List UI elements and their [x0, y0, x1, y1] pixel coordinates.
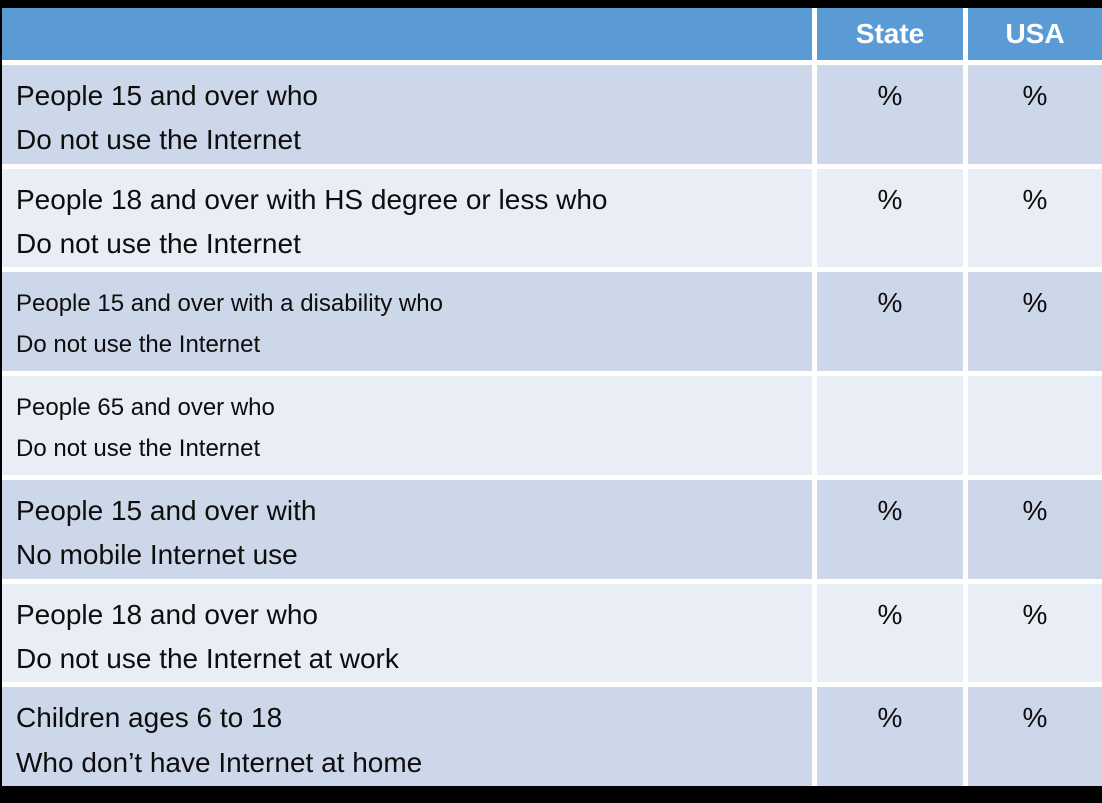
row-label-line1: People 18 and over with HS degree or les…: [16, 183, 608, 215]
state-value-cell: %: [817, 65, 963, 164]
state-value-cell: %: [817, 583, 963, 683]
row-label-line1: People 15 and over who: [16, 80, 318, 111]
header-corner-cell: [2, 8, 812, 60]
state-value-cell: [817, 376, 963, 475]
row-label-line1: Children ages 6 to 18: [16, 702, 283, 734]
row-label-line2: Do not use the Internet: [16, 434, 261, 462]
usa-value-cell: %: [968, 583, 1102, 683]
row-label-line2: Do not use the Internet at work: [16, 642, 399, 674]
row-label-line2: No mobile Internet use: [16, 539, 298, 571]
row-label-line2: Do not use the Internet: [16, 124, 301, 156]
row-label-line1: People 15 and over with a disability who: [16, 290, 443, 318]
row-label-people-65: People 65 and over who Do not use the In…: [2, 376, 812, 475]
usa-value-cell: %: [968, 168, 1102, 268]
row-label-people-18-no-internet-work: People 18 and over who Do not use the In…: [2, 583, 812, 683]
usa-value-cell: %: [968, 65, 1102, 164]
row-label-people-18-hs-degree: People 18 and over with HS degree or les…: [2, 168, 812, 268]
row-label-children-6-18: Children ages 6 to 18 Who don’t have Int…: [2, 687, 812, 786]
state-value-cell: %: [817, 687, 963, 786]
row-label-people-15-disability: People 15 and over with a disability who…: [2, 272, 812, 372]
row-label-line2: Who don’t have Internet at home: [16, 746, 423, 778]
usa-value-cell: %: [968, 272, 1102, 372]
usa-value-cell: %: [968, 687, 1102, 786]
row-label-line2: Do not use the Internet: [16, 227, 301, 259]
row-label-line1: People 18 and over who: [16, 598, 318, 630]
row-label-people-15-no-internet: People 15 and over who Do not use the In…: [2, 65, 812, 164]
column-header-usa: USA: [968, 8, 1102, 60]
row-label-line1: People 65 and over who: [16, 394, 275, 422]
row-label-line1: People 15 and over with: [16, 494, 317, 526]
usa-value-cell: %: [968, 479, 1102, 579]
state-value-cell: %: [817, 168, 963, 268]
row-label-people-15-no-mobile: People 15 and over with No mobile Intern…: [2, 479, 812, 579]
usa-value-cell: [968, 376, 1102, 475]
column-header-state: State: [817, 8, 963, 60]
row-label-line2: Do not use the Internet: [16, 331, 261, 359]
state-value-cell: %: [817, 272, 963, 372]
internet-use-table: State USA People 15 and over who Do not …: [2, 8, 1102, 786]
state-value-cell: %: [817, 479, 963, 579]
